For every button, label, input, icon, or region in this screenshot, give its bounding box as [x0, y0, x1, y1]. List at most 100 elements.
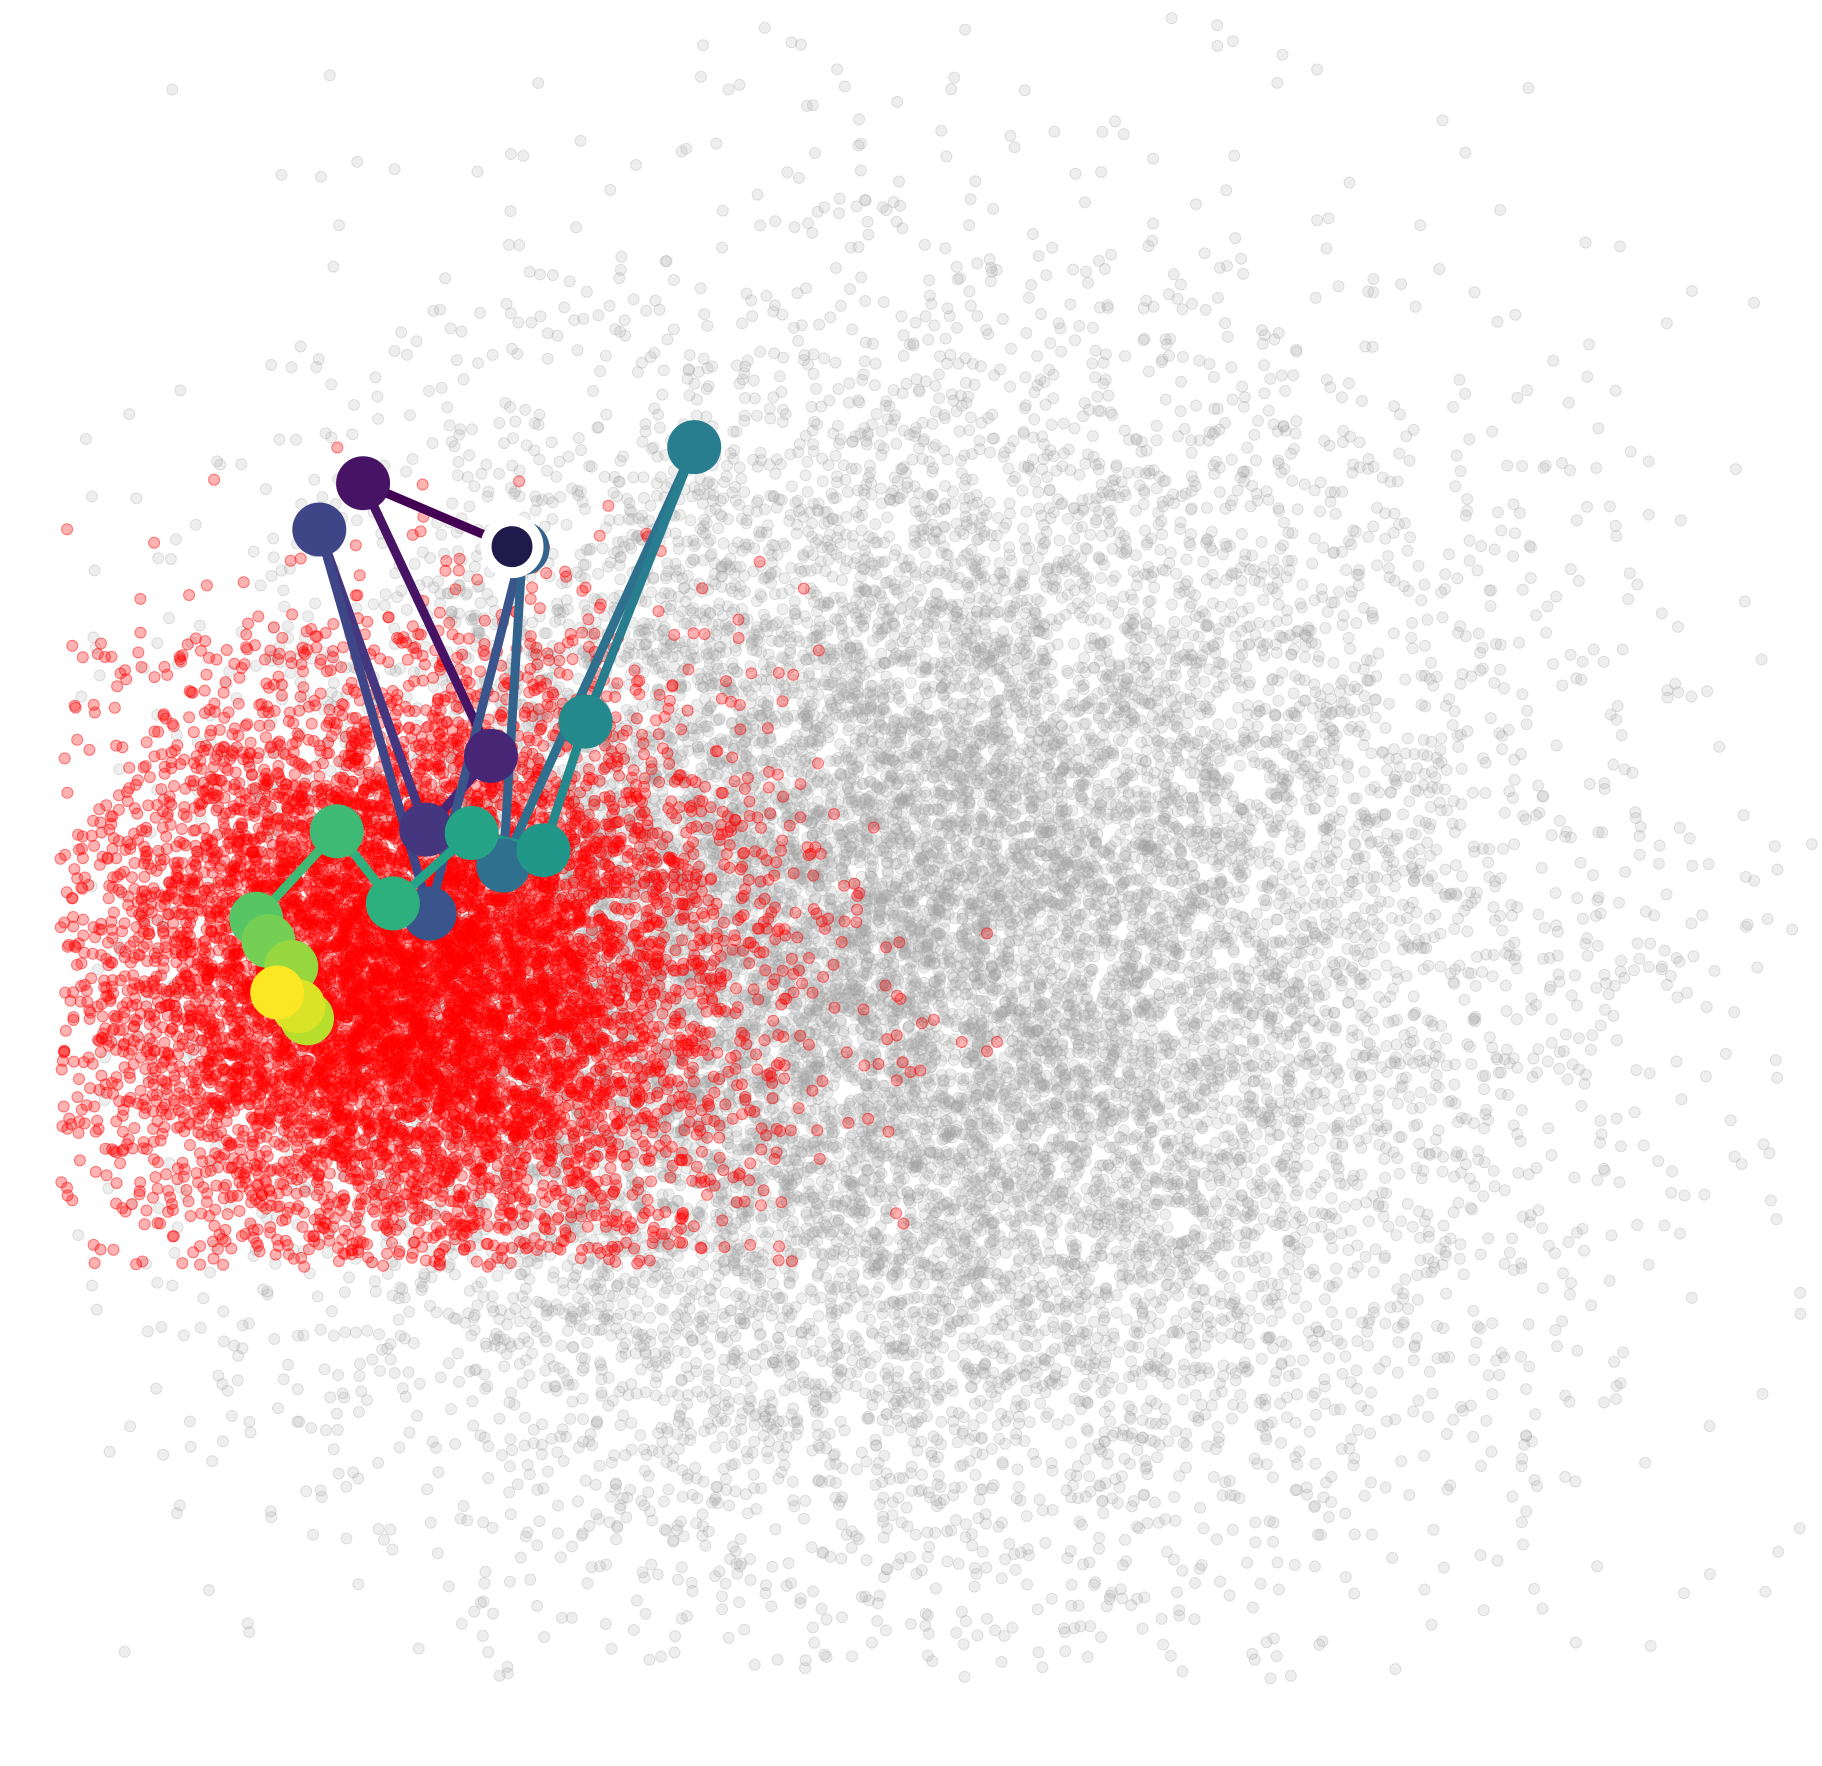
background-point	[1316, 1121, 1329, 1134]
background-point	[1096, 1324, 1109, 1337]
background-point	[1120, 1313, 1133, 1326]
background-point	[1291, 1388, 1304, 1401]
background-point	[479, 1565, 492, 1578]
background-point	[1384, 1301, 1397, 1314]
background-point	[844, 283, 857, 296]
background-point	[866, 688, 879, 701]
background-point	[818, 1105, 831, 1118]
background-point	[1040, 269, 1053, 282]
background-point	[540, 627, 553, 640]
background-point	[1317, 840, 1330, 853]
background-point	[1652, 857, 1665, 870]
background-point	[1094, 572, 1107, 584]
background-point	[564, 1412, 577, 1425]
background-point	[901, 1185, 914, 1198]
background-point	[290, 433, 302, 446]
background-point	[316, 491, 329, 504]
background-point	[967, 1313, 980, 1326]
background-point	[1107, 1181, 1120, 1194]
background-point	[157, 1448, 170, 1461]
background-point	[1014, 636, 1027, 649]
background-point	[1272, 1583, 1285, 1596]
background-point	[684, 514, 697, 527]
background-point	[771, 1653, 784, 1666]
background-point	[574, 134, 587, 147]
background-point	[90, 1303, 103, 1316]
background-point	[748, 392, 761, 405]
background-point	[486, 1290, 499, 1303]
background-point	[1499, 979, 1512, 992]
background-point	[1340, 564, 1353, 576]
background-point	[1157, 770, 1170, 783]
background-point	[174, 384, 187, 397]
background-point	[1397, 898, 1410, 911]
background-point	[482, 1646, 495, 1659]
background-point	[1125, 867, 1137, 880]
background-point	[519, 403, 532, 416]
background-point	[1275, 1437, 1287, 1449]
background-point	[818, 201, 831, 214]
background-point	[991, 1419, 1004, 1432]
background-point	[648, 402, 661, 415]
background-point	[1503, 1246, 1516, 1259]
background-point	[1193, 354, 1206, 367]
background-point	[712, 907, 725, 919]
background-point	[974, 1172, 987, 1185]
background-point	[206, 1455, 219, 1468]
background-point	[719, 1286, 732, 1299]
background-point	[1141, 771, 1154, 784]
background-point	[643, 1311, 656, 1324]
background-point	[113, 763, 126, 776]
background-point	[531, 1539, 544, 1552]
background-point	[1770, 1213, 1783, 1226]
background-point	[410, 335, 423, 348]
background-point	[983, 496, 996, 509]
background-point	[371, 390, 384, 403]
background-point	[1440, 1428, 1453, 1440]
background-point	[833, 192, 846, 205]
background-point	[1271, 1556, 1284, 1569]
background-point	[1119, 350, 1131, 362]
background-point	[1568, 1171, 1581, 1184]
background-point	[1405, 631, 1418, 644]
background-point	[1673, 821, 1686, 834]
background-point	[632, 945, 645, 958]
background-point	[581, 1336, 594, 1349]
background-point	[1248, 428, 1261, 441]
background-point	[1805, 838, 1818, 851]
background-point	[956, 697, 969, 710]
background-point	[1016, 484, 1029, 497]
background-point	[1354, 1083, 1367, 1096]
background-point	[503, 1575, 516, 1588]
background-point	[667, 1535, 680, 1548]
background-point	[1059, 1645, 1072, 1658]
background-point	[669, 712, 682, 725]
background-point	[1459, 146, 1472, 159]
background-point	[217, 1335, 230, 1348]
background-point	[1685, 1291, 1698, 1304]
background-point	[93, 669, 106, 682]
background-point	[1463, 433, 1476, 446]
background-point	[1219, 417, 1231, 429]
background-point	[1312, 1528, 1324, 1541]
background-point	[1529, 1408, 1542, 1421]
background-point	[1254, 1106, 1267, 1119]
background-point	[369, 1285, 382, 1298]
background-point	[1515, 1104, 1528, 1117]
background-point	[424, 1516, 437, 1529]
background-point	[1189, 198, 1202, 211]
background-point	[1378, 941, 1391, 954]
background-point	[1086, 321, 1099, 334]
background-point	[755, 1482, 768, 1495]
background-point	[1545, 829, 1558, 842]
background-point	[1049, 851, 1062, 864]
background-point	[1202, 533, 1215, 546]
background-point	[305, 1421, 318, 1434]
background-point	[1309, 1457, 1322, 1470]
background-point	[1146, 1337, 1159, 1350]
background-point	[865, 1636, 878, 1649]
background-point	[876, 425, 888, 438]
background-point	[1062, 443, 1075, 456]
background-point	[799, 1494, 812, 1507]
background-point	[1186, 891, 1198, 904]
